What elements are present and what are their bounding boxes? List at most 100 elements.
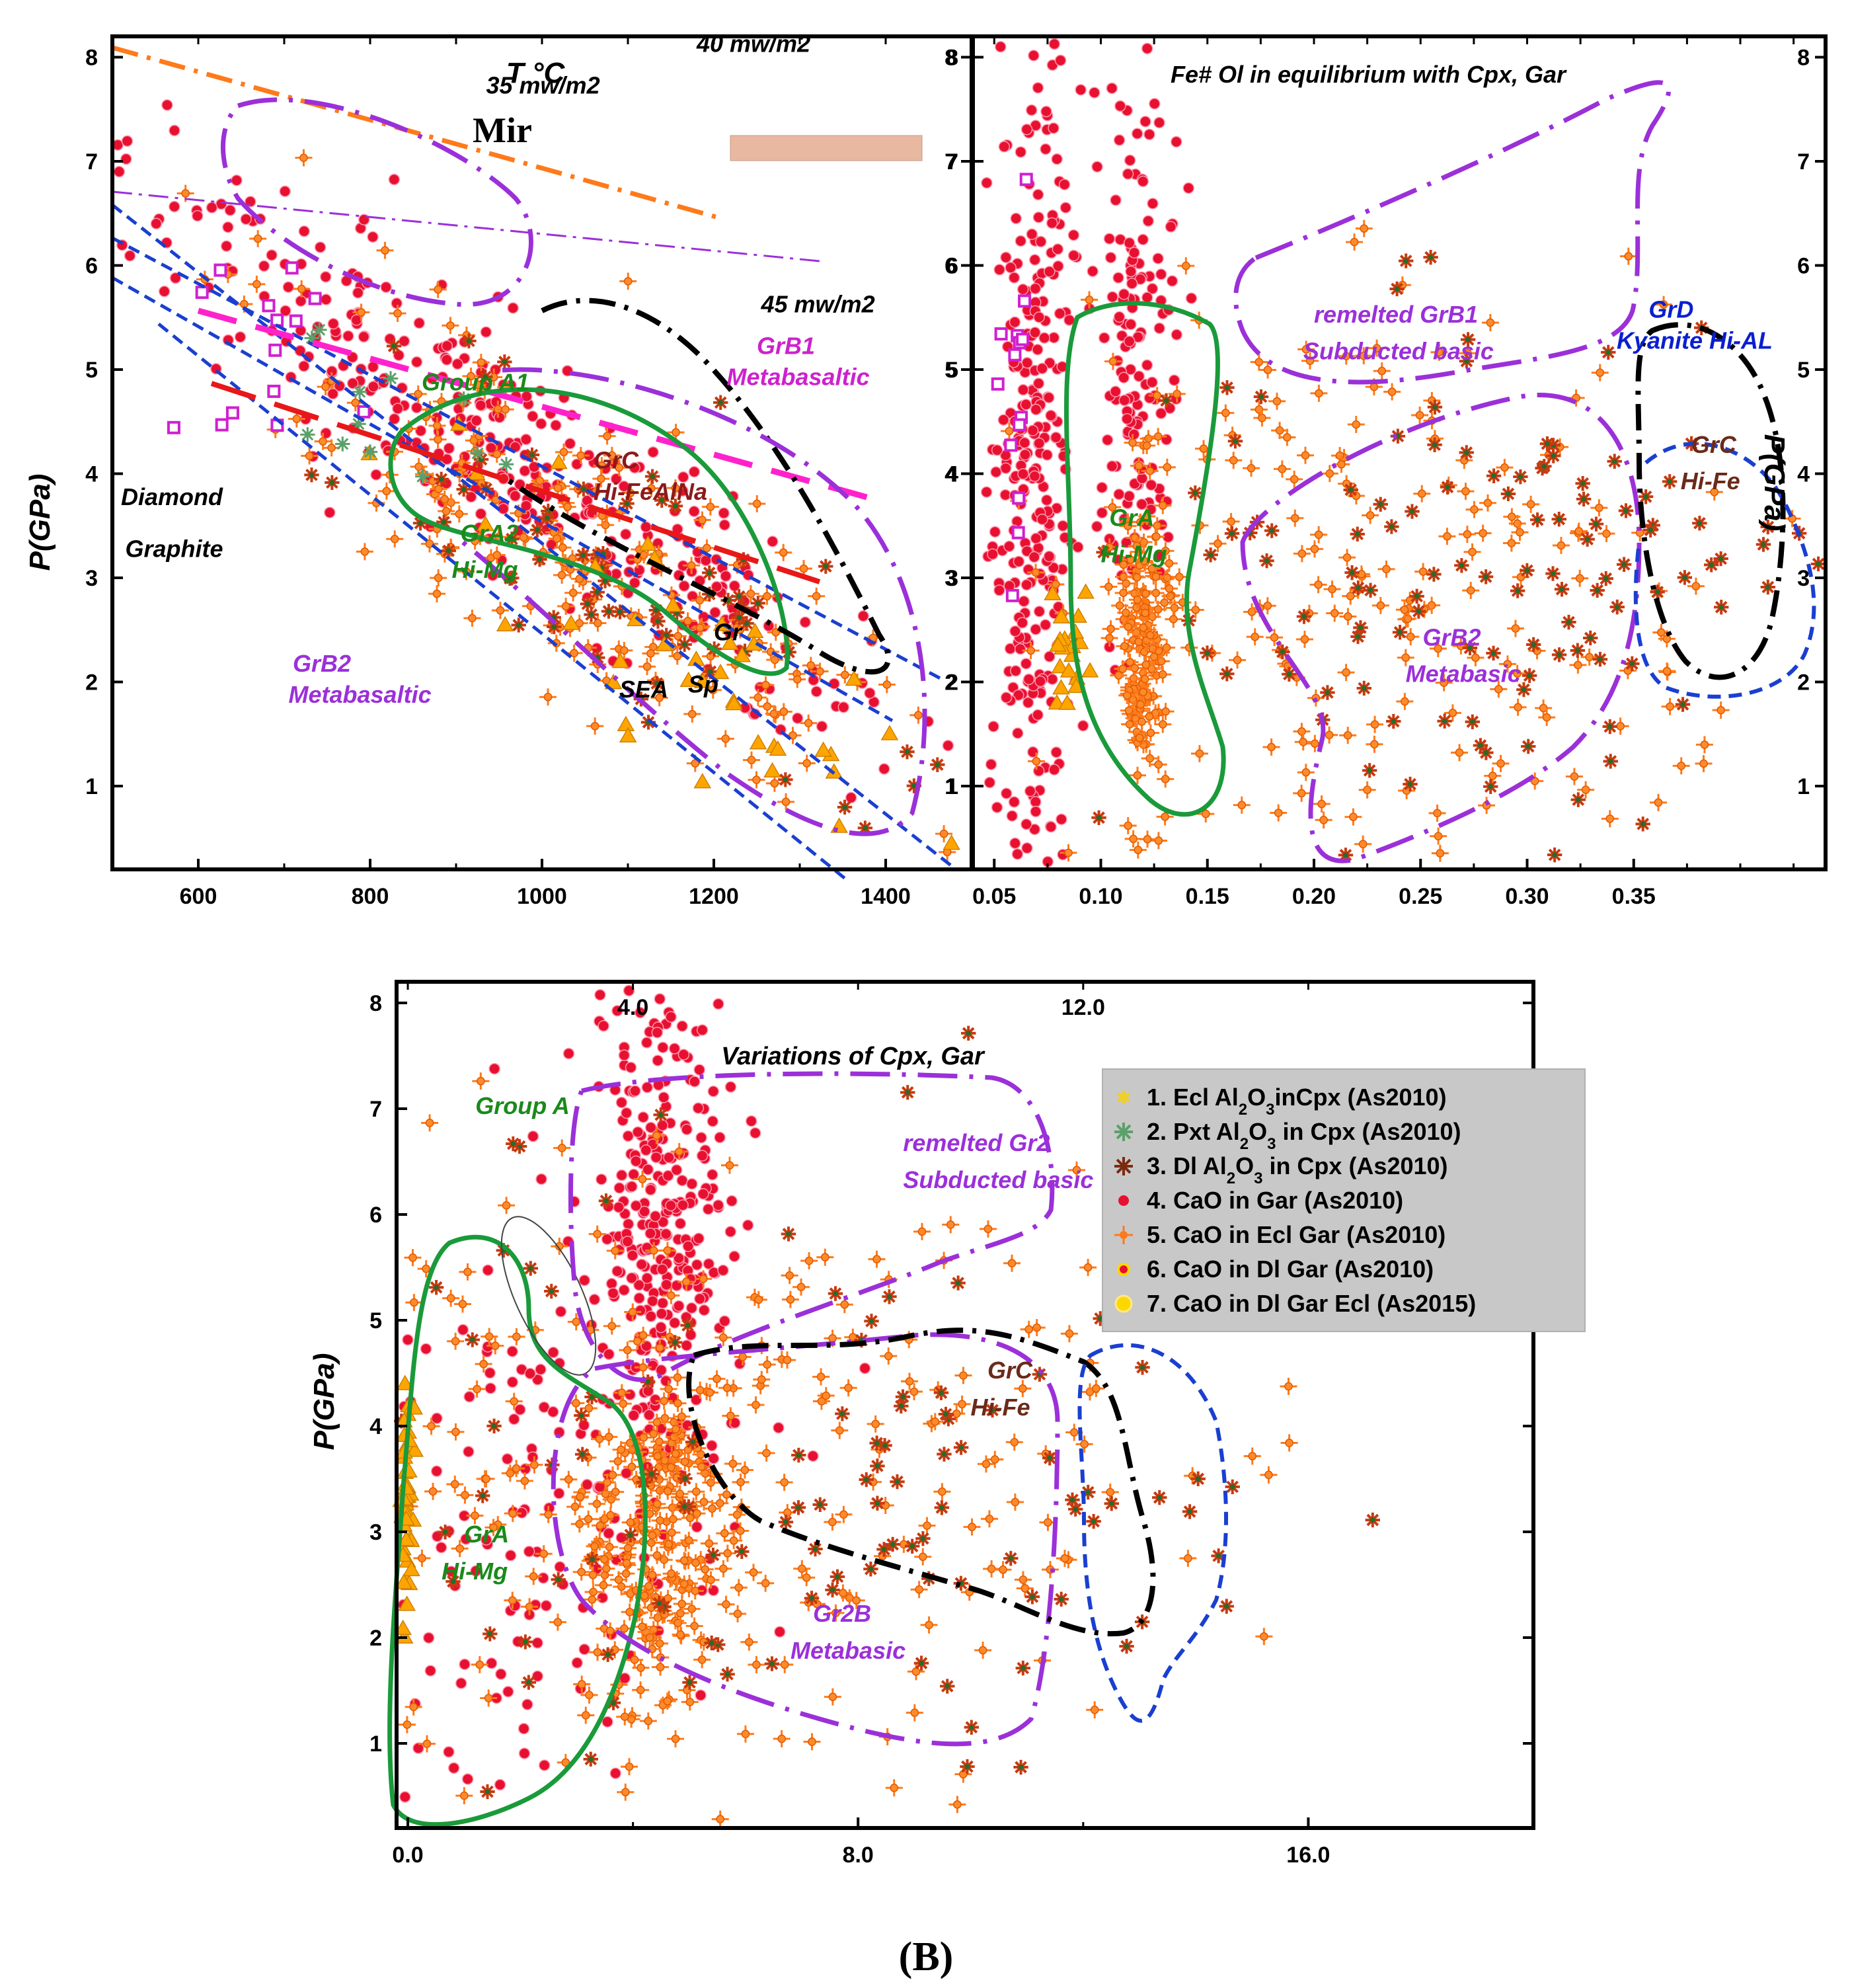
data-point-dl-cpx-core [581,486,586,492]
data-point-gar [656,1119,669,1131]
data-point-ecl-gar-core [603,1478,612,1487]
data-point-ecl-gar-core [1258,413,1266,422]
data-point-gar [571,1657,583,1669]
data-point-pxt-cpx [351,417,366,432]
data-point-gar [1032,709,1044,721]
data-point-square [262,299,276,313]
data-point-ecl-gar-core [563,502,572,512]
data-point-gar [724,1081,737,1093]
data-point-gar [745,1115,757,1127]
data-point-ecl-gar-core [939,829,948,838]
data-point-gar [1032,765,1045,777]
data-point-ecl-gar-core [1297,789,1306,798]
data-point-gar [981,177,993,189]
data-point-dl-cpx-core [1580,481,1586,487]
annotation-label: GrA2 [461,520,519,547]
data-point-dl-cpx-core [1428,255,1434,260]
data-point-ecl-gar-core [668,1528,676,1537]
data-point-gar [501,1452,514,1465]
data-point-ecl-gar-core [640,1591,649,1600]
data-point-ecl-gar-core [1516,528,1524,537]
data-point-dl-cpx-core [527,1265,533,1271]
data-point-gar [859,1362,871,1374]
data-point-ecl-gar-core [625,1762,634,1771]
data-point-ecl-gar-core [1496,759,1505,768]
data-point-dl-cpx-core [658,1112,664,1118]
data-point-ecl-gar-core [691,759,700,768]
data-point-gar [649,1210,662,1222]
data-point-gar [1075,84,1087,96]
data-point-gar [681,1339,693,1351]
data-point-gar [399,1791,411,1803]
data-point-ecl-gar-core [1285,1439,1293,1447]
data-point-dl-cpx-core [1594,521,1599,527]
data-point-gar [816,720,828,733]
data-point-ecl-gar-core [649,1246,658,1255]
data-point-ecl-gar-core [1349,813,1358,821]
data-point-gar [1040,494,1053,506]
data-point-dl-cpx-core [1204,650,1210,656]
data-point-dl-cpx-core [649,1471,654,1477]
data-point-ecl-gar-core [319,437,327,446]
data-point-ecl-gar-core [703,543,711,553]
data-point-dl-cpx-core [1545,441,1550,447]
data-point-gar [598,1020,609,1032]
data-point-dl-cpx-core [624,500,630,506]
data-point-gar [358,331,370,343]
data-point-gar [1098,332,1110,344]
data-point-gar [1010,212,1022,225]
data-point-ecl-gar-core [1290,514,1299,523]
data-point-ecl-gar-core [882,680,892,689]
data-point-ecl-gar-core [1161,813,1169,821]
data-point-ecl-gar-core [695,1386,705,1395]
data-point-dl-cpx-core [523,1639,528,1645]
data-point-ecl-gar-core [660,1555,669,1564]
data-point-ecl-gar-core [905,1377,914,1386]
data-point-ecl-gar-core [1161,707,1170,716]
data-point-ecl-gar-core [607,451,617,460]
figure-caption: (B) [899,1934,954,1979]
data-point-gar [413,317,426,329]
data-point-gar [628,1410,640,1421]
data-point-dl-cpx-core [1157,1495,1163,1500]
data-point-square [213,263,227,277]
data-point-triangle [617,715,635,731]
data-point-gar [1008,796,1021,808]
data-point-ecl-gar-core [627,1462,637,1472]
data-point-gar [650,1151,662,1164]
data-point-ecl-gar-core [1581,785,1590,794]
data-point-gar [578,1643,590,1655]
legend-label-part: O [1235,1152,1254,1179]
data-point-ecl-gar-core [828,1517,837,1527]
data-point-gar [1020,658,1032,670]
data-point-ecl-gar-core [305,452,314,460]
data-point-ecl-gar-core [425,1119,434,1127]
data-point-ecl-gar-core [479,1359,488,1369]
data-point-ecl-gar-core [918,1552,927,1562]
data-point-dl-cpx-core [681,1503,687,1509]
data-point-gar [1026,228,1038,240]
data-point-ecl-gar-core [1158,501,1167,510]
data-point-gar [1048,122,1060,134]
data-point-triangle [763,762,781,777]
data-point-gar [493,411,506,424]
data-point-dl-cpx-core [461,487,467,492]
data-point-ecl-gar-core [1104,582,1113,591]
y-tick-label: 5 [946,358,958,383]
data-point-ecl-gar-core [626,489,635,498]
data-point-ecl-gar-core [428,1487,438,1496]
data-point-gar [121,135,134,147]
data-point-dl-cpx-core [487,1631,493,1637]
data-point-ecl-gar-core [646,649,655,658]
data-point-gar [1033,606,1046,617]
data-point-gar [637,1111,649,1123]
data-point-gar [676,1020,688,1032]
y-tick-label: 7 [85,149,98,175]
data-point-ecl-gar-core [718,1333,728,1342]
data-point-ecl-gar-core [1021,1584,1030,1593]
data-point-gar [1009,316,1021,328]
data-point-ecl-gar-core [732,1510,742,1519]
data-point-ecl-gar-core [671,1449,680,1458]
data-point-dl-cpx-core [1442,718,1447,724]
data-point-ecl-gar-core [603,432,611,440]
